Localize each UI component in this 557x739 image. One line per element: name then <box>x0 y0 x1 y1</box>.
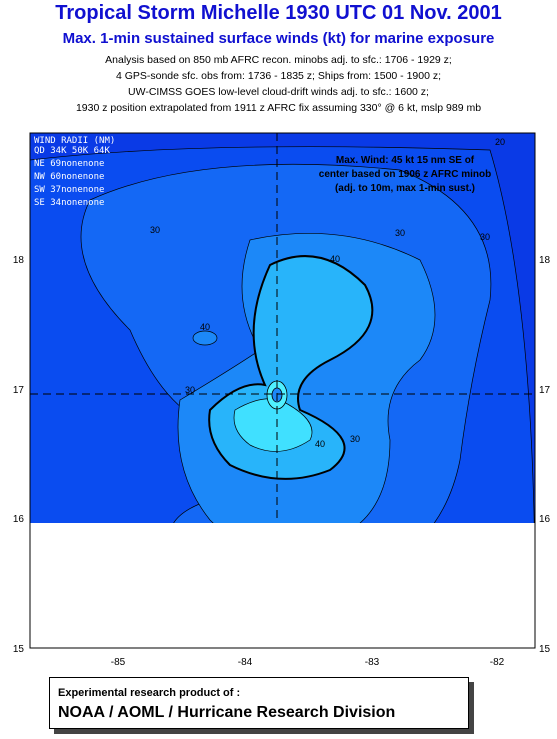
credit: HWIND Experimental Analysis <box>36 625 238 642</box>
contour-label: 30 <box>350 434 360 444</box>
legend-row: NW 60nonenone <box>34 172 104 182</box>
x-tick-label: -83 <box>365 657 380 668</box>
note: 4 GPS-sonde sfc. obs from: 1736 - 1835 z… <box>115 70 442 82</box>
annotation: Max. Wind: 45 kt 15 nm SE of <box>336 155 475 166</box>
contour-label: 40 <box>315 439 325 449</box>
contour-label: 30 <box>395 228 405 238</box>
credit: Hurricane Research Division: <box>36 611 178 623</box>
x-tick-label: -84 <box>238 657 253 668</box>
contour-label: 40 <box>200 322 210 332</box>
land-cuba <box>30 559 300 648</box>
y-tick-label: 15 <box>13 644 25 655</box>
legend-row: NE 69nonenone <box>34 159 104 169</box>
y-tick-label: 16 <box>539 514 551 525</box>
y-tick-label: 18 <box>539 255 551 266</box>
contour-label: 40 <box>330 254 340 264</box>
map: WIND RADII (NM) QD 34K 50K 64K NE 69none… <box>13 132 551 668</box>
y-tick-label: 17 <box>539 385 551 396</box>
y-tick-label: 18 <box>13 255 25 266</box>
x-tick-label: -85 <box>111 657 126 668</box>
contour-label: 20 <box>80 544 90 554</box>
legend-row: SE 34nonenone <box>34 198 104 208</box>
footer-box: Experimental research product of : NOAA … <box>49 677 469 729</box>
contour-label: 30 <box>185 385 195 395</box>
subtitle: Max. 1-min sustained surface winds (kt) … <box>62 30 495 47</box>
map-frame <box>29 132 536 649</box>
legend-columns: QD 34K 50K 64K <box>34 146 110 156</box>
footer-line: Experimental research product of : <box>58 687 241 699</box>
contour-40-isolated <box>192 330 218 346</box>
x-tick-label: -82 <box>490 657 505 668</box>
annotation: (adj. to 10m, max 1-min sust.) <box>335 183 475 194</box>
contour-label: 30 <box>480 232 490 242</box>
note: UW-CIMSS GOES low-level cloud-drift wind… <box>128 86 429 98</box>
contour-label: 30 <box>225 532 235 542</box>
note: Analysis based on 850 mb AFRC recon. min… <box>105 54 452 66</box>
note: 1930 z position extrapolated from 1911 z… <box>75 102 482 114</box>
y-tick-label: 15 <box>539 644 551 655</box>
annotation: center based on 1906 z AFRC minob <box>319 169 491 180</box>
footer-line: NOAA / AOML / Hurricane Research Divisio… <box>58 704 396 721</box>
contour-label: 30 <box>150 225 160 235</box>
y-tick-label: 16 <box>13 514 25 525</box>
y-tick-label: 17 <box>13 385 25 396</box>
legend-row: SW 37nonenone <box>34 185 104 195</box>
contour-label: 30 <box>215 567 225 577</box>
title: Tropical Storm Michelle 1930 UTC 01 Nov.… <box>55 2 502 24</box>
contour-label: 20 <box>510 550 520 560</box>
contour-label: 20 <box>495 137 505 147</box>
legend-title: WIND RADII (NM) <box>34 136 115 146</box>
